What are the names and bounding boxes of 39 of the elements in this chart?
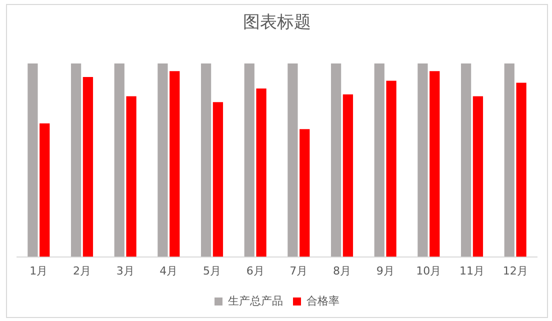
bar: [386, 80, 396, 257]
x-tick-label: 12月: [502, 264, 528, 278]
bar: [40, 123, 50, 257]
x-tick-label: 8月: [333, 264, 351, 278]
legend-label: 生产总产品: [228, 294, 283, 308]
bar: [504, 63, 514, 257]
bar: [460, 63, 472, 257]
bar: [70, 63, 82, 257]
bar: [288, 63, 298, 257]
bar: [516, 82, 526, 257]
bar: [158, 63, 168, 257]
x-tick-label: 2月: [73, 264, 91, 278]
bar: [212, 102, 224, 257]
bar: [82, 76, 94, 257]
bar: [342, 94, 354, 257]
legend-label: 合格率: [306, 294, 340, 308]
x-tick-label: 5月: [203, 264, 221, 278]
bar: [114, 63, 124, 257]
x-tick-label: 6月: [246, 264, 264, 278]
bar: [244, 63, 254, 257]
bar: [374, 63, 384, 257]
x-tick-label: 1月: [30, 264, 48, 278]
bar: [256, 88, 266, 257]
x-tick-label: 11月: [460, 264, 484, 278]
bar: [430, 71, 440, 257]
bar: [330, 63, 342, 257]
x-tick-label: 10月: [416, 264, 442, 278]
bar: [472, 96, 484, 257]
bar: [200, 63, 212, 257]
x-tick-label: 4月: [160, 264, 178, 278]
bar: [126, 96, 136, 257]
bar: [170, 71, 180, 257]
bar: [300, 129, 310, 257]
x-tick-label: 7月: [290, 264, 308, 278]
bar: [28, 63, 38, 257]
x-tick-label: 3月: [116, 264, 134, 278]
bar: [418, 63, 428, 257]
x-tick-label: 9月: [376, 264, 394, 278]
chart-title: 图表标题: [243, 12, 311, 33]
